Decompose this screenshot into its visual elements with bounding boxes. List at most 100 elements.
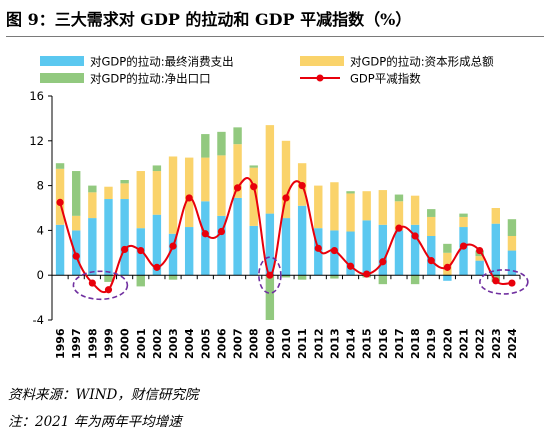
bar-net-exports-1997	[72, 171, 81, 216]
bar-net-exports-2011	[297, 275, 307, 280]
x-tick-label-2019: 2019	[425, 328, 438, 359]
bar-consumption-2024	[507, 250, 517, 276]
deflator-point-2010	[282, 194, 290, 202]
legend: 对GDP的拉动:最终消费支出 对GDP的拉动:资本形成总额对GDP的拉动:净出口口…	[40, 55, 494, 86]
bar-consumption-2023	[491, 223, 500, 276]
deflator-point-2008	[250, 183, 258, 191]
bar-consumption-2020	[443, 275, 452, 281]
x-tick-label-1997: 1997	[70, 328, 83, 359]
deflator-point-2020	[443, 263, 451, 271]
deflator-point-1999	[104, 286, 113, 294]
bar-capital-2013	[330, 182, 339, 231]
legend-label-2: 对GDP的拉动:净出口口	[90, 72, 211, 86]
deflator-point-2002	[153, 263, 161, 271]
deflator-point-1998	[88, 279, 96, 287]
bar-consumption-2004	[184, 227, 194, 276]
bar-capital-1998	[88, 192, 97, 219]
bar-capital-2012	[314, 185, 323, 229]
bar-capital-2021	[459, 216, 468, 228]
bar-consumption-2016	[378, 224, 388, 276]
source-note: 资料来源：WIND，财信研究院	[8, 387, 199, 403]
x-tick-label-2021: 2021	[458, 328, 471, 359]
x-tick-label-2000: 2000	[119, 328, 132, 359]
x-tick-label-2007: 2007	[232, 328, 245, 359]
x-tick-label-2016: 2016	[377, 328, 390, 359]
bar-net-exports-2013	[330, 275, 339, 279]
deflator-point-2000	[121, 245, 129, 254]
deflator-point-2011	[298, 182, 306, 190]
bar-consumption-1999	[104, 199, 113, 276]
bar-net-exports-2016	[378, 275, 388, 285]
bar-net-exports-2002	[152, 165, 162, 172]
bar-consumption-2008	[249, 225, 258, 276]
bar-net-exports-2001	[136, 275, 145, 287]
footnote: 注：2021 年为两年平均增速	[8, 414, 182, 430]
chart: 对GDP的拉动:最终消费支出 对GDP的拉动:资本形成总额对GDP的拉动:净出口口…	[29, 55, 529, 359]
x-tick-label-2004: 2004	[183, 328, 196, 359]
legend-label-3: GDP平减指数	[350, 72, 421, 86]
deflator-point-2003	[169, 242, 177, 250]
deflator-point-2012	[314, 244, 322, 252]
bar-capital-2014	[346, 193, 355, 232]
x-tick-label-2009: 2009	[264, 328, 277, 359]
bar-net-exports-2010	[281, 275, 291, 278]
x-tick-label-2023: 2023	[490, 328, 503, 359]
deflator-point-2022	[476, 246, 484, 255]
bar-capital-2008	[249, 167, 258, 226]
deflator-point-2004	[185, 194, 193, 202]
legend-swatch-0	[40, 56, 84, 66]
y-tick-label-1: 0	[37, 268, 44, 282]
deflator-point-2015	[363, 270, 371, 278]
bar-consumption-2019	[427, 236, 436, 276]
deflator-point-2005	[201, 230, 209, 238]
bar-capital-2007	[233, 144, 242, 198]
x-tick-label-2024: 2024	[506, 328, 519, 359]
x-tick-label-2020: 2020	[441, 328, 454, 359]
bar-consumption-2007	[233, 197, 242, 276]
bar-capital-2019	[427, 216, 436, 236]
bar-capital-2016	[378, 190, 388, 225]
deflator-point-2018	[411, 232, 419, 240]
bar-consumption-2015	[362, 220, 371, 276]
bar-consumption-2003	[168, 233, 178, 276]
bar-net-exports-2020	[443, 243, 452, 253]
bar-net-exports-2014	[346, 191, 355, 194]
legend-label-0: 对GDP的拉动:最终消费支出	[90, 55, 234, 69]
bar-capital-2003	[168, 156, 178, 234]
legend-swatch-2	[40, 73, 84, 83]
x-tick-label-2015: 2015	[361, 328, 374, 359]
bar-capital-1996	[55, 168, 65, 225]
x-tick-label-1998: 1998	[86, 328, 99, 359]
bar-consumption-2017	[394, 230, 404, 276]
deflator-point-2021	[459, 242, 468, 250]
bar-consumption-2018	[410, 224, 420, 276]
deflator-point-2019	[427, 257, 435, 265]
bar-capital-2010	[281, 140, 291, 219]
title-divider	[6, 36, 544, 37]
bar-capital-2022	[475, 256, 484, 261]
x-tick-label-2003: 2003	[167, 328, 180, 359]
bar-consumption-2021	[459, 227, 468, 276]
deflator-point-2024	[508, 279, 516, 287]
deflator-point-2009	[266, 271, 274, 279]
highlight-ellipse-2009	[258, 256, 282, 294]
bar-net-exports-2009	[265, 275, 275, 320]
bar-consumption-1998	[88, 218, 97, 276]
bar-capital-2004	[184, 157, 194, 228]
bar-consumption-2005	[201, 201, 210, 276]
x-tick-label-2008: 2008	[248, 328, 261, 359]
bar-capital-2000	[120, 183, 129, 200]
highlight-ellipse-1998-1999	[72, 270, 129, 301]
y-tick-label-3: 8	[37, 179, 44, 193]
legend-label-1: 对GDP的拉动:资本形成总额	[350, 55, 494, 69]
bar-capital-2015	[362, 191, 371, 221]
x-tick-label-2005: 2005	[199, 328, 212, 359]
bar-net-exports-2021	[459, 213, 468, 217]
x-tick-label-2002: 2002	[151, 328, 164, 359]
x-tick-label-2017: 2017	[393, 328, 406, 359]
bar-capital-2017	[394, 201, 404, 231]
bar-capital-2005	[201, 157, 210, 202]
bar-capital-2001	[136, 171, 145, 229]
bar-net-exports-2024	[507, 219, 517, 236]
